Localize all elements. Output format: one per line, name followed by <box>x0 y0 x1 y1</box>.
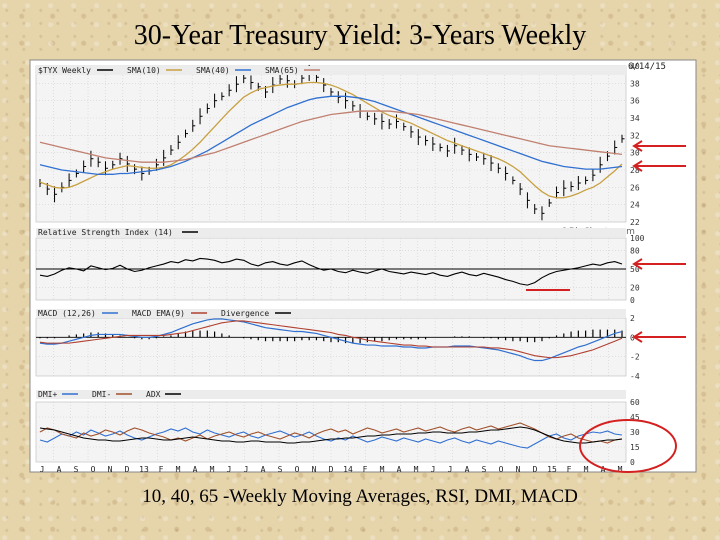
y-tick-label: 28 <box>630 166 640 175</box>
x-tick-label: M <box>380 465 385 474</box>
x-tick-label: 15 <box>547 465 557 474</box>
y-tick-label: 0 <box>630 458 635 467</box>
x-tick-label: M <box>618 465 623 474</box>
annotation-arrow-3 <box>632 258 686 270</box>
x-tick-label: N <box>516 465 521 474</box>
x-tick-label: J <box>448 465 453 474</box>
x-tick-label: J <box>431 465 436 474</box>
y-tick-label: 80 <box>630 246 640 255</box>
series-macd-ema-9- <box>39 320 623 359</box>
y-tick-label: 15 <box>630 443 640 452</box>
y-tick-label: 100 <box>630 234 645 243</box>
x-tick-label: A <box>57 465 62 474</box>
x-tick-label: M <box>584 465 589 474</box>
x-tick-label: D <box>533 465 538 474</box>
legend-label: SMA(10) <box>127 66 161 75</box>
legend-label: Relative Strength Index (14) <box>38 228 173 237</box>
y-tick-label: 36 <box>630 97 640 106</box>
y-tick-label: 50 <box>630 265 640 274</box>
series-dmi- <box>39 422 623 444</box>
y-tick-label: 24 <box>630 201 640 210</box>
legend-label: MACD EMA(9) <box>132 309 185 318</box>
series-sma-65- <box>39 110 623 163</box>
legend-label: SMA(65) <box>265 66 299 75</box>
annotation-arrow-4 <box>632 331 686 343</box>
x-tick-label: N <box>312 465 317 474</box>
legend-strip <box>36 390 626 399</box>
y-tick-label: 30 <box>630 428 640 437</box>
y-tick-label: 2 <box>630 314 635 323</box>
y-tick-label: 0 <box>630 296 635 305</box>
x-tick-label: M <box>210 465 215 474</box>
x-tick-label: 13 <box>139 465 149 474</box>
x-tick-label: O <box>295 465 300 474</box>
legend-label: MACD (12,26) <box>38 309 96 318</box>
x-tick-label: 14 <box>343 465 353 474</box>
x-tick-label: A <box>397 465 402 474</box>
y-tick-label: 32 <box>630 131 640 140</box>
x-tick-label: A <box>465 465 470 474</box>
x-tick-label: A <box>601 465 606 474</box>
y-tick-label: -4 <box>630 372 640 381</box>
x-tick-label: N <box>108 465 113 474</box>
legend-label: $TYX Weekly <box>38 66 91 75</box>
x-tick-label: D <box>125 465 130 474</box>
x-tick-label: S <box>74 465 79 474</box>
annotation-arrow-2 <box>632 160 686 172</box>
x-tick-label: F <box>159 465 164 474</box>
series-macd-12-26- <box>39 318 623 362</box>
legend-strip <box>36 66 626 75</box>
x-tick-label: J <box>227 465 232 474</box>
y-tick-label: 20 <box>630 284 640 293</box>
x-tick-label: D <box>329 465 334 474</box>
x-tick-label: J <box>40 465 45 474</box>
annotation-arrow-1 <box>632 140 686 152</box>
x-tick-label: A <box>261 465 266 474</box>
date-label: 6/14/15 <box>628 62 666 72</box>
arrow-head <box>632 331 643 343</box>
legend-label: ADX <box>146 390 161 399</box>
legend-label: DMI+ <box>38 390 57 399</box>
arrow-head <box>632 140 643 152</box>
x-tick-label: O <box>91 465 96 474</box>
x-tick-label: S <box>482 465 487 474</box>
y-tick-label: 30 <box>630 149 640 158</box>
legend-strip <box>36 309 626 318</box>
x-tick-label: F <box>567 465 572 474</box>
y-tick-label: 26 <box>630 183 640 192</box>
legend-strip <box>36 228 626 237</box>
x-tick-label: S <box>278 465 283 474</box>
series-adx <box>39 426 623 444</box>
x-tick-label: J <box>244 465 249 474</box>
y-tick-label: 22 <box>630 218 640 227</box>
series-relative-strength-index-14- <box>39 257 623 286</box>
slide-title: 30-Year Treasury Yield: 3-Years Weekly <box>133 20 587 51</box>
slide-caption: 10, 40, 65 -Weekly Moving Averages, RSI,… <box>142 486 578 507</box>
x-tick-label: A <box>193 465 198 474</box>
x-tick-label: F <box>363 465 368 474</box>
legend-label: SMA(40) <box>196 66 230 75</box>
y-tick-label: 38 <box>630 79 640 88</box>
y-tick-label: -2 <box>630 353 640 362</box>
arrow-head <box>632 160 643 172</box>
panel-macd <box>35 317 627 377</box>
annotation-dmi-circle <box>579 419 677 473</box>
arrow-head <box>632 258 643 270</box>
x-tick-label: O <box>499 465 504 474</box>
legend-label: DMI- <box>92 390 111 399</box>
legend-label: Divergence <box>221 309 269 318</box>
x-tick-label: M <box>176 465 181 474</box>
y-tick-label: 45 <box>630 413 640 422</box>
y-tick-label: 40 <box>630 62 640 71</box>
x-tick-label: M <box>414 465 419 474</box>
series-sma-40- <box>39 95 623 175</box>
series-sma-10- <box>39 81 623 199</box>
y-tick-label: 0 <box>630 333 635 342</box>
y-tick-label: 34 <box>630 114 640 123</box>
y-tick-label: 60 <box>630 398 640 407</box>
